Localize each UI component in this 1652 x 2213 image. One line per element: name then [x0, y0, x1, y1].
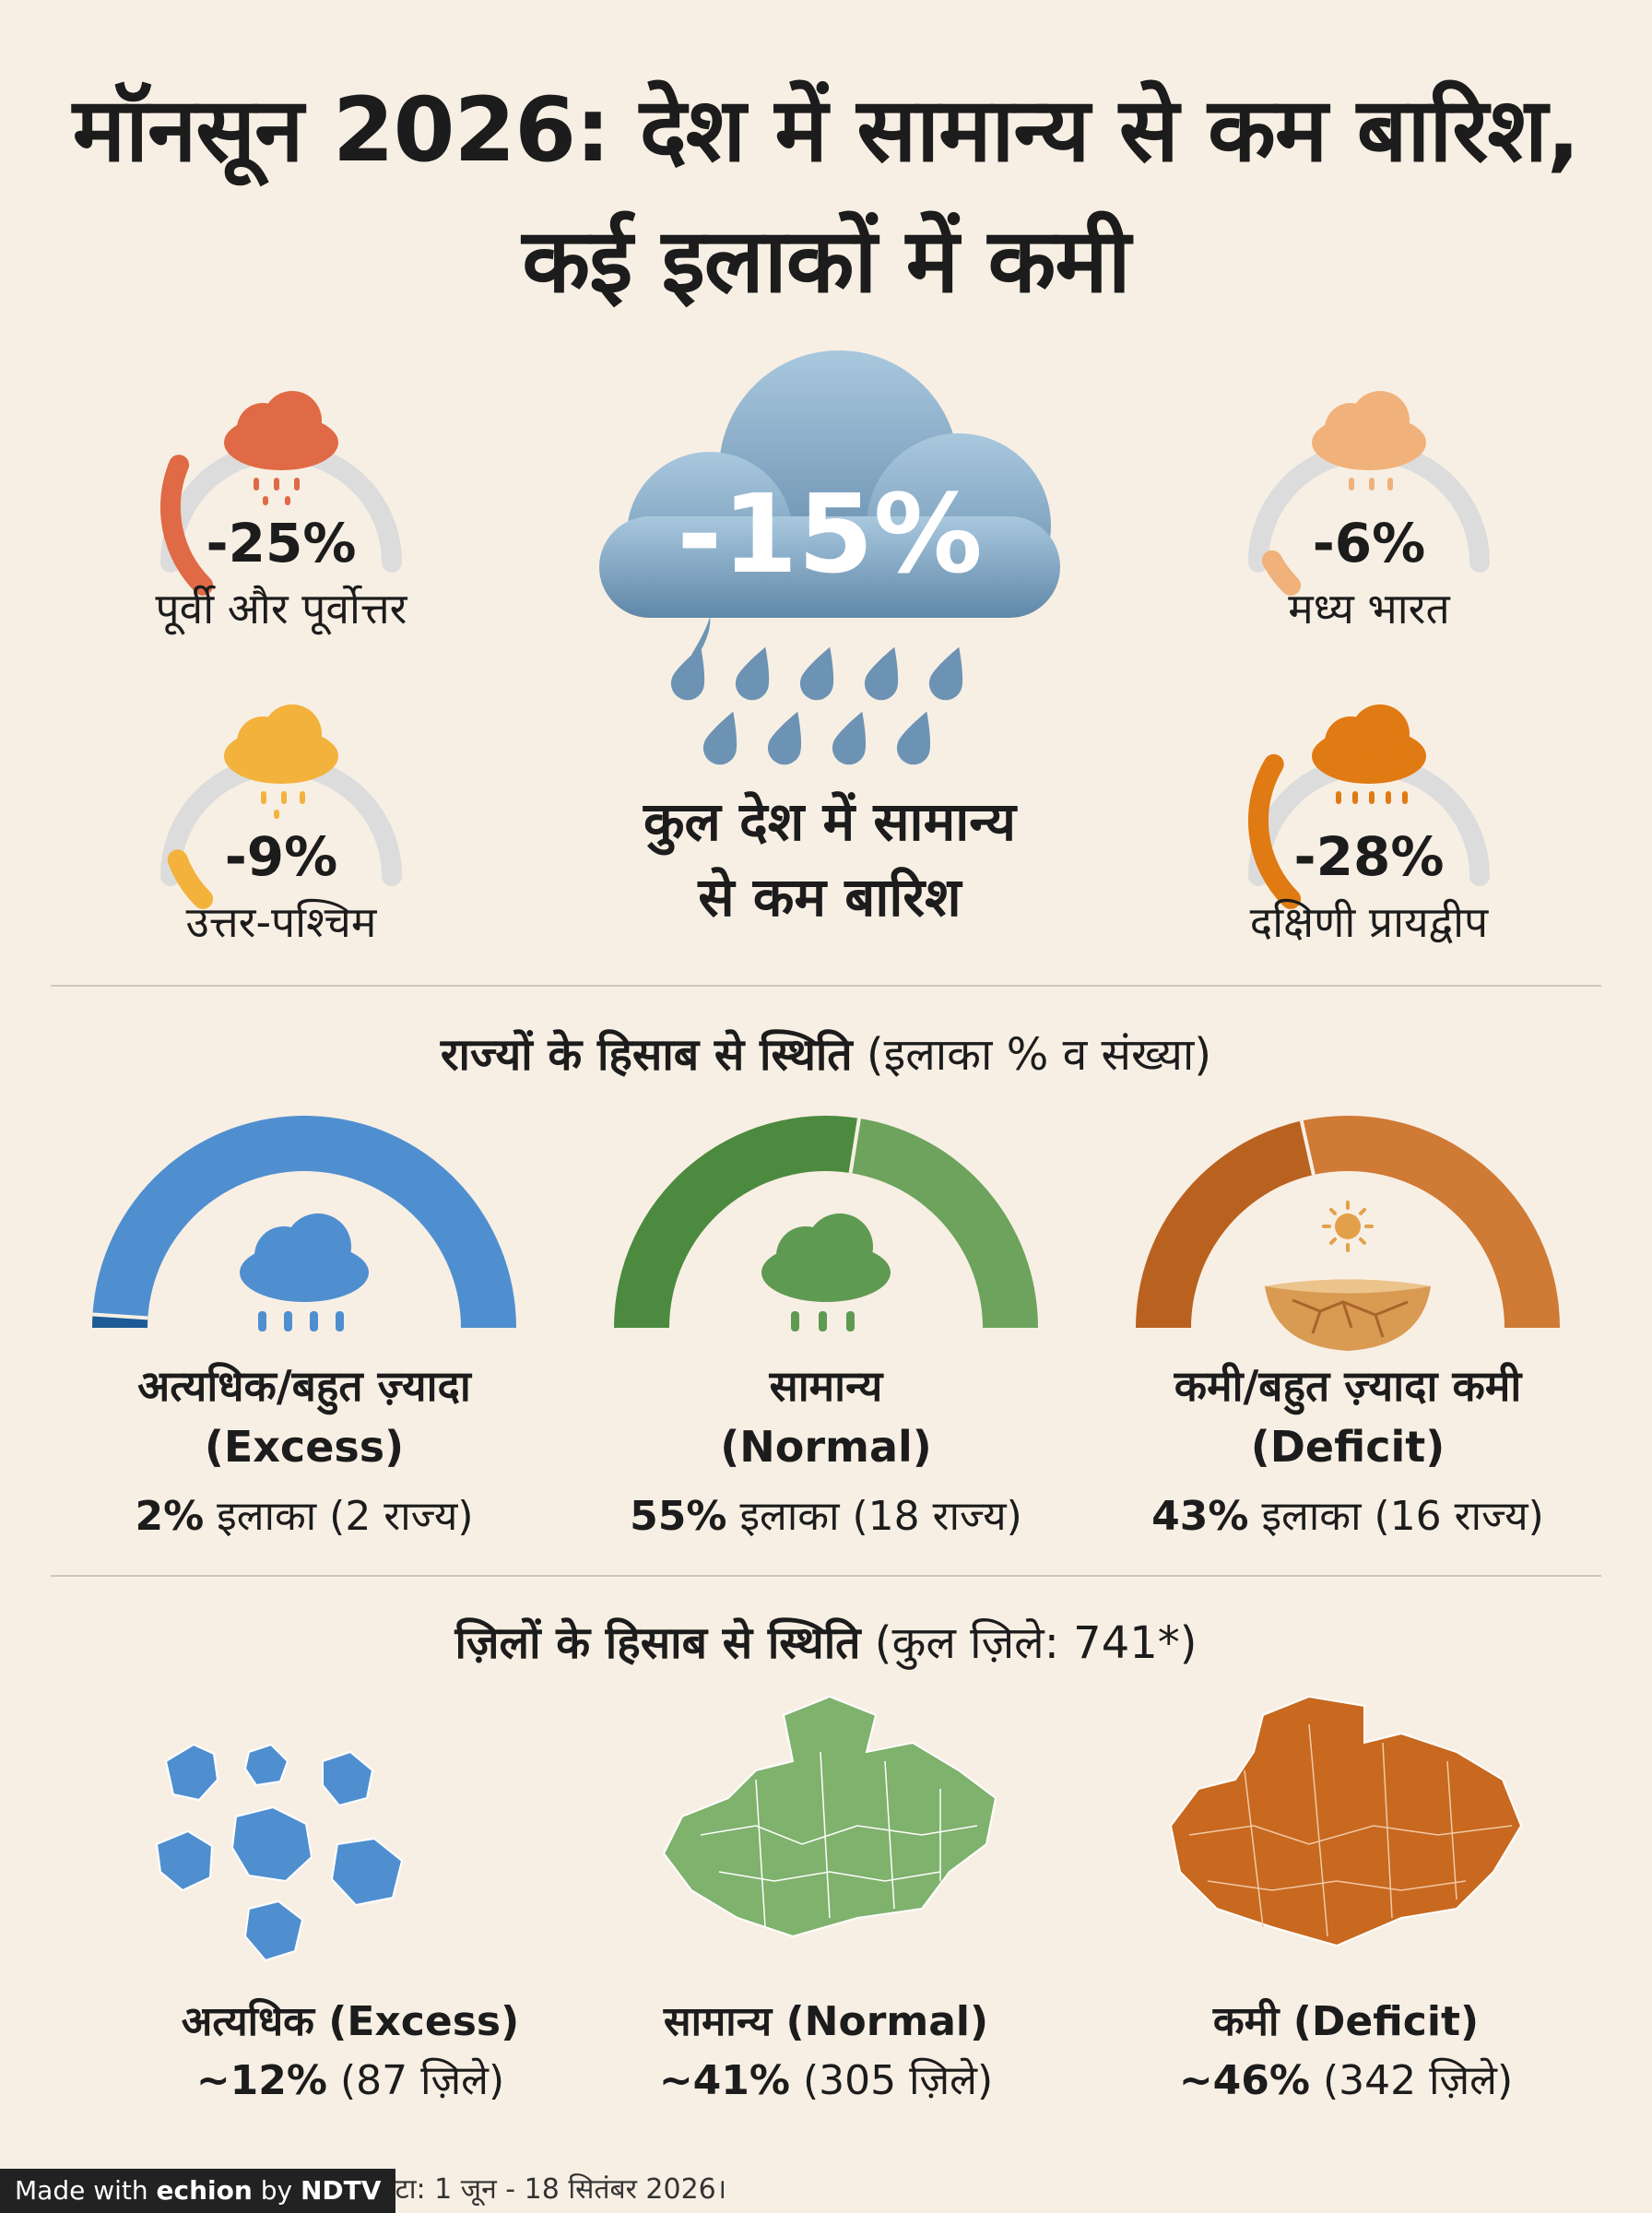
rain-cloud-icon [240, 1213, 369, 1331]
section-divider [51, 985, 1601, 987]
state-category-name-line2: (Deficit) [1250, 1422, 1446, 1472]
districts-heading-rest: (कुल ज़िले: 741*) [860, 1617, 1198, 1669]
state-category-name-line2: (Normal) [720, 1422, 932, 1472]
district-stat-rest: (342 ज़िले) [1310, 2057, 1514, 2104]
region-pct: -28% [1293, 825, 1445, 888]
district-category-name: कमी (Deficit) [1212, 1998, 1480, 2045]
state-arc-deficit [1136, 1116, 1560, 1328]
rain-cloud-icon [1312, 704, 1426, 804]
page-title: मॉनसून 2026: देश में सामान्य से कम बारिश… [72, 78, 1581, 313]
district-map-icon [1169, 1695, 1523, 1947]
districts-section-heading: ज़िलों के हिसाब से स्थिति (कुल ज़िले: 74… [0, 1612, 1652, 1672]
district-category-stat: ~46% (342 ज़िले) [1106, 2051, 1586, 2106]
state-arc-normal [614, 1116, 1038, 1328]
states-heading-bold: राज्यों के हिसाब से स्थिति [440, 1029, 853, 1081]
watermark-brand: echion [156, 2175, 253, 2206]
rain-cloud-icon [224, 704, 338, 819]
region-pct: -25% [206, 512, 357, 574]
state-stat-pct: 43% [1151, 1493, 1249, 1540]
district-stat-pct: ~46% [1178, 2057, 1310, 2104]
district-map-icon [662, 1695, 997, 1938]
district-category-stat: ~12% (87 ज़िले) [111, 2051, 590, 2106]
state-stat-pct: 2% [135, 1493, 205, 1540]
sun-icon [1322, 1201, 1374, 1252]
state-arc-rest [1301, 1116, 1560, 1328]
region-gauge-northwest: -9% उत्तर-पश्चिम [124, 664, 438, 977]
state-category-name-line1: अत्यधिक/बहुत ज़्यादा [137, 1361, 471, 1411]
cracked-earth-icon [1265, 1201, 1431, 1351]
state-card-normal: सामान्य (Normal) 55% इलाका (18 राज्य) [605, 1106, 1047, 1540]
states-section-heading: राज्यों के हिसाब से स्थिति (इलाका % व सं… [0, 1024, 1652, 1083]
state-stat-pct: 55% [630, 1493, 727, 1540]
national-caption-line1: कुल देश में सामान्य [643, 790, 1017, 853]
state-arc-rest [850, 1118, 1038, 1328]
state-stat-rest: इलाका (16 राज्य) [1248, 1493, 1544, 1540]
districts-heading-bold: ज़िलों के हिसाब से स्थिति [454, 1617, 861, 1669]
state-arc-share [614, 1116, 859, 1328]
watermark-prefix: Made with [15, 2175, 157, 2206]
state-arc-rest [92, 1116, 516, 1328]
district-map-icon [155, 1743, 404, 1962]
region-name: पूर्वी और पूर्वोत्तर [155, 584, 407, 633]
state-card-deficit: कमी/बहुत ज़्यादा कमी (Deficit) 43% इलाका… [1127, 1106, 1569, 1540]
state-arc-separator [92, 1312, 148, 1320]
rain-drops-icon [670, 646, 963, 765]
district-stat-pct: ~12% [195, 2057, 327, 2104]
rain-cloud-icon [761, 1213, 891, 1331]
national-caption-line2: से कम बारिश [698, 866, 962, 929]
state-stat-rest: इलाका (18 राज्य) [726, 1493, 1022, 1540]
watermark-owner: NDTV [300, 2175, 382, 2206]
region-gauge-east-northeast: -25% पूर्वी और पूर्वोत्तर [124, 350, 438, 664]
state-category-name: सामान्य (Normal) [568, 1355, 1084, 1477]
rain-cloud-icon [224, 391, 338, 505]
state-stat-rest: इलाका (2 राज्य) [204, 1493, 474, 1540]
state-category-stat: 55% इलाका (18 राज्य) [568, 1486, 1084, 1542]
state-card-excess: अत्यधिक/बहुत ज़्यादा (Excess) 2% इलाका (… [83, 1106, 525, 1540]
region-pct: -9% [224, 825, 338, 888]
region-name: मध्य भारत [1288, 584, 1450, 633]
state-arc-separator [848, 1118, 861, 1174]
national-rain-cloud-icon [599, 350, 1060, 656]
national-caption: कुल देश में सामान्य से कम बारिश [516, 784, 1143, 935]
state-category-stat: 2% इलाका (2 राज्य) [46, 1486, 562, 1542]
watermark-middle: by [252, 2175, 301, 2206]
district-category-name: सामान्य (Normal) [663, 1998, 989, 2045]
region-pct: -6% [1312, 512, 1426, 574]
state-arc-share [1136, 1120, 1314, 1328]
section-divider [51, 1575, 1601, 1577]
region-gauge-south-peninsula: -28% दक्षिणी प्रायद्वीप [1212, 664, 1526, 977]
state-category-stat: 43% इलाका (16 राज्य) [1090, 1486, 1606, 1542]
state-category-name: अत्यधिक/बहुत ज़्यादा (Excess) [46, 1355, 562, 1477]
states-heading-rest: (इलाका % व संख्या) [852, 1029, 1212, 1081]
rain-cloud-icon [1312, 391, 1426, 491]
district-stat-rest: (305 ज़िले) [790, 2057, 994, 2104]
state-category-name-line1: सामान्य [769, 1361, 883, 1411]
watermark: Made with echion by NDTV [0, 2169, 396, 2213]
state-arc-separator [1299, 1120, 1316, 1176]
state-category-name-line2: (Excess) [204, 1422, 405, 1472]
region-name: दक्षिणी प्रायद्वीप [1249, 897, 1489, 947]
state-arc-excess [92, 1116, 516, 1328]
region-gauge-central: -6% मध्य भारत [1212, 350, 1526, 664]
region-name: उत्तर-पश्चिम [185, 897, 377, 947]
district-stat-pct: ~41% [658, 2057, 790, 2104]
district-category-stat: ~41% (305 ज़िले) [586, 2051, 1066, 2106]
district-stat-rest: (87 ज़िले) [327, 2057, 505, 2104]
state-category-name-line1: कमी/बहुत ज़्यादा कमी [1174, 1361, 1522, 1411]
state-category-name: कमी/बहुत ज़्यादा कमी (Deficit) [1090, 1355, 1606, 1477]
national-deficit-pct: -15% [677, 470, 983, 598]
district-category-name: अत्यधिक (Excess) [181, 1998, 520, 2045]
